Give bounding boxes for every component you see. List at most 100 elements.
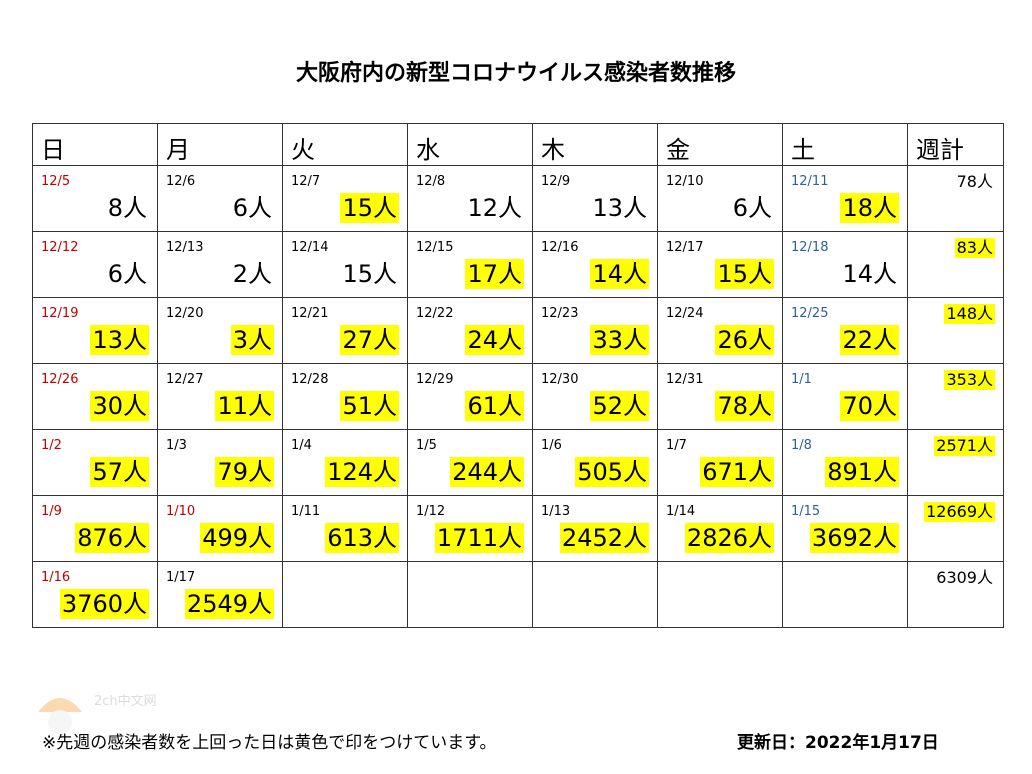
day-cell: 12/8 12人: [407, 165, 533, 232]
header-saturday: 土: [782, 123, 908, 166]
cell-date: 12/25: [791, 306, 829, 321]
weekly-total-cell: 78人: [907, 165, 1004, 232]
header-row: 日 月 火 水 木 金 土 週計: [32, 123, 1004, 166]
table-row: 1/2 57人 1/3 79人 1/4 124人 1/5 244人 1/6 505人 1/7 671人…: [32, 429, 1004, 496]
cell-date: 12/18: [791, 240, 829, 255]
watermark-text: 2ch中文网: [94, 694, 157, 709]
cell-date: 12/29: [416, 372, 454, 387]
weekly-total: 2571人: [934, 436, 995, 456]
day-cell: 1/15 3692人: [782, 495, 908, 562]
weekly-total: 83人: [954, 238, 995, 258]
header-sunday: 日: [32, 123, 158, 166]
cell-date: 12/5: [41, 174, 71, 189]
day-cell: 12/24 26人: [657, 297, 783, 364]
weekly-total-cell: 12669人: [907, 495, 1004, 562]
cell-count: 33人: [590, 325, 649, 355]
cell-date: 12/10: [666, 174, 704, 189]
day-cell: 1/4 124人: [282, 429, 408, 496]
cell-date: 1/16: [41, 570, 71, 585]
cell-date: 12/17: [666, 240, 704, 255]
table-row: 1/16 3760人 1/17 2549人 6309人: [32, 561, 1004, 628]
day-cell: 12/14 15人: [282, 231, 408, 298]
weekly-total-cell: 148人: [907, 297, 1004, 364]
day-cell: 1/8 891人: [782, 429, 908, 496]
day-cell: 12/15 17人: [407, 231, 533, 298]
cell-count: 78人: [715, 391, 774, 421]
cell-count: 14人: [590, 259, 649, 289]
day-cell: 12/19 13人: [32, 297, 158, 364]
cell-date: 1/12: [416, 504, 446, 519]
cell-date: 12/15: [416, 240, 454, 255]
day-cell: 1/2 57人: [32, 429, 158, 496]
day-cell: 12/30 52人: [532, 363, 658, 430]
day-cell: [282, 561, 408, 628]
cell-date: 12/31: [666, 372, 704, 387]
table-row: 1/9 876人 1/10 499人 1/11 613人 1/12 1711人 1/13 2452…: [32, 495, 1004, 562]
day-cell: 1/1 70人: [782, 363, 908, 430]
cell-count: 3760人: [59, 589, 149, 619]
cell-count: 26人: [715, 325, 774, 355]
table-row: 12/19 13人 12/20 3人 12/21 27人 12/22 24人 12/23 33人 1…: [32, 297, 1004, 364]
header-weekly-total: 週計: [907, 123, 1004, 166]
cell-count: 15人: [340, 193, 399, 223]
day-cell: 12/25 22人: [782, 297, 908, 364]
day-cell: 1/17 2549人: [157, 561, 283, 628]
day-cell: [657, 561, 783, 628]
cell-count: 3人: [230, 325, 274, 355]
day-cell: 12/27 11人: [157, 363, 283, 430]
day-cell: 1/13 2452人: [532, 495, 658, 562]
header-friday: 金: [657, 123, 783, 166]
cell-date: 1/9: [41, 504, 62, 519]
cell-date: 1/6: [541, 438, 562, 453]
weekly-total-cell: 83人: [907, 231, 1004, 298]
cell-count: 30人: [90, 391, 149, 421]
cell-count: 15人: [715, 259, 774, 289]
day-cell: [532, 561, 658, 628]
cell-count: 1711人: [434, 523, 524, 553]
cell-count: 14人: [842, 260, 897, 288]
cell-count: 2人: [232, 260, 272, 288]
day-cell: [782, 561, 908, 628]
cell-count: 27人: [340, 325, 399, 355]
header-thursday: 木: [532, 123, 658, 166]
day-cell: 12/13 2人: [157, 231, 283, 298]
cell-count: 18人: [840, 193, 899, 223]
day-cell: 1/14 2826人: [657, 495, 783, 562]
day-cell: 12/16 14人: [532, 231, 658, 298]
table-row: 12/12 6人 12/13 2人 12/14 15人 12/15 17人 12/16 14人 12…: [32, 231, 1004, 298]
cell-date: 12/20: [166, 306, 204, 321]
cell-date: 1/14: [666, 504, 696, 519]
cell-count: 3692人: [809, 523, 899, 553]
watermark-logo-icon: [38, 698, 82, 734]
day-cell: 1/5 244人: [407, 429, 533, 496]
cell-date: 12/24: [666, 306, 704, 321]
day-cell: 1/11 613人: [282, 495, 408, 562]
day-cell: 12/20 3人: [157, 297, 283, 364]
header-monday: 月: [157, 123, 283, 166]
cell-count: 52人: [590, 391, 649, 421]
weekly-total-cell: 2571人: [907, 429, 1004, 496]
cell-count: 2549人: [184, 589, 274, 619]
cell-date: 1/10: [166, 504, 196, 519]
cell-date: 12/13: [166, 240, 204, 255]
day-cell: 12/10 6人: [657, 165, 783, 232]
cell-count: 6人: [232, 194, 272, 222]
cell-date: 12/27: [166, 372, 204, 387]
day-cell: 12/12 6人: [32, 231, 158, 298]
cell-date: 1/17: [166, 570, 196, 585]
day-cell: 12/11 18人: [782, 165, 908, 232]
cell-count: 891人: [825, 457, 899, 487]
cell-date: 12/14: [291, 240, 329, 255]
cell-count: 6人: [107, 260, 147, 288]
cell-count: 6人: [732, 194, 772, 222]
cell-date: 1/5: [416, 438, 437, 453]
cell-count: 11人: [215, 391, 274, 421]
day-cell: 12/26 30人: [32, 363, 158, 430]
cell-count: 8人: [107, 194, 147, 222]
cell-count: 57人: [90, 457, 149, 487]
cell-date: 12/16: [541, 240, 579, 255]
cell-count: 876人: [75, 523, 149, 553]
cell-date: 1/8: [791, 438, 812, 453]
cell-count: 124人: [325, 457, 399, 487]
cell-date: 12/9: [541, 174, 571, 189]
